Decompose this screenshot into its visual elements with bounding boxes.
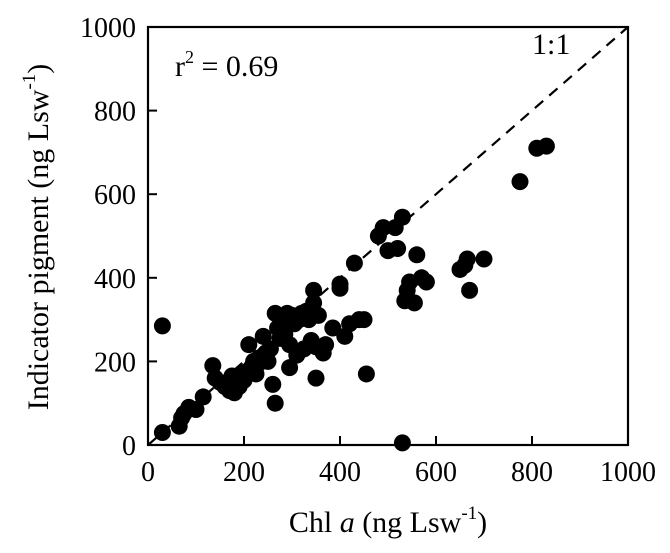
data-point <box>355 311 373 329</box>
x-tick-label: 200 <box>223 457 265 488</box>
y-tick-label: 0 <box>122 431 136 462</box>
data-point <box>187 400 205 418</box>
data-point <box>408 246 426 264</box>
x-axis-ticks: 0 200 400 600 800 1000 <box>141 436 656 488</box>
data-point <box>475 250 493 268</box>
data-point <box>511 173 529 191</box>
y-tick-label: 400 <box>94 264 136 295</box>
data-point <box>461 281 479 299</box>
data-points <box>153 137 555 452</box>
y-axis-title: Indicator pigment (ng Lsw-1) <box>19 64 55 411</box>
data-point <box>324 319 342 337</box>
y-tick-label: 200 <box>94 347 136 378</box>
data-point <box>374 219 392 237</box>
data-point <box>537 137 555 155</box>
r-squared-annotation: r2 = 0.69 <box>175 47 278 83</box>
y-tick-label: 800 <box>94 97 136 128</box>
x-axis-title: Chl a (ng Lsw-1) <box>289 503 487 539</box>
data-point <box>305 281 323 299</box>
plot-border <box>146 25 630 447</box>
data-point <box>254 327 272 345</box>
data-point <box>331 279 349 297</box>
data-point <box>357 365 375 383</box>
y-tick-label: 600 <box>94 180 136 211</box>
data-point <box>405 294 423 312</box>
one-to-one-label: 1:1 <box>532 28 570 61</box>
data-point <box>281 359 299 377</box>
data-point <box>194 388 212 406</box>
y-tick-label: 1000 <box>80 13 136 44</box>
plot-frame <box>146 25 630 447</box>
x-tick-label: 1000 <box>600 457 656 488</box>
data-point <box>240 336 258 354</box>
data-point <box>317 336 335 354</box>
x-tick-label: 800 <box>511 457 553 488</box>
x-tick-label: 0 <box>141 457 155 488</box>
data-point <box>393 208 411 226</box>
data-point <box>458 250 476 268</box>
data-point <box>309 306 327 324</box>
data-point <box>417 273 435 291</box>
data-point <box>345 254 363 272</box>
data-point <box>266 394 284 412</box>
data-point <box>307 369 325 387</box>
x-tick-label: 600 <box>415 457 457 488</box>
x-tick-label: 400 <box>319 457 361 488</box>
data-point <box>389 240 407 258</box>
data-point <box>393 434 411 452</box>
y-axis-ticks: 0 200 400 600 800 1000 <box>80 13 157 462</box>
data-point <box>153 423 171 441</box>
data-point <box>153 317 171 335</box>
data-point <box>264 375 282 393</box>
